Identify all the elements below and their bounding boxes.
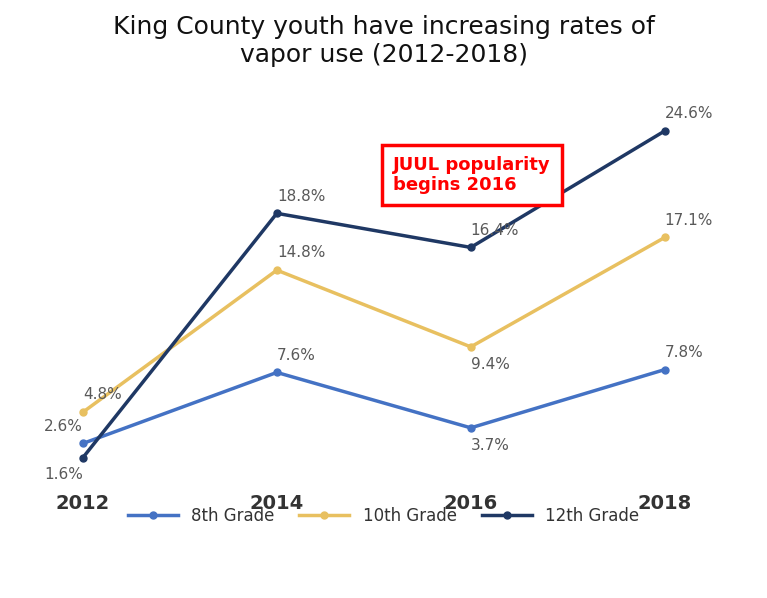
Text: 7.6%: 7.6%: [277, 347, 316, 363]
Text: 2.6%: 2.6%: [44, 419, 83, 434]
Text: 14.8%: 14.8%: [277, 245, 325, 261]
Text: 16.4%: 16.4%: [471, 222, 519, 237]
Text: 7.8%: 7.8%: [665, 345, 703, 360]
Text: 1.6%: 1.6%: [44, 468, 83, 483]
Text: JUUL popularity
begins 2016: JUUL popularity begins 2016: [393, 155, 551, 194]
Legend: 8th Grade, 10th Grade, 12th Grade: 8th Grade, 10th Grade, 12th Grade: [121, 501, 646, 532]
Text: 3.7%: 3.7%: [471, 438, 509, 453]
Text: 17.1%: 17.1%: [665, 213, 713, 228]
Text: 4.8%: 4.8%: [83, 388, 122, 402]
Title: King County youth have increasing rates of
vapor use (2012-2018): King County youth have increasing rates …: [113, 15, 654, 67]
Text: 18.8%: 18.8%: [277, 188, 325, 203]
Text: 9.4%: 9.4%: [471, 356, 509, 371]
Text: 24.6%: 24.6%: [665, 106, 713, 121]
